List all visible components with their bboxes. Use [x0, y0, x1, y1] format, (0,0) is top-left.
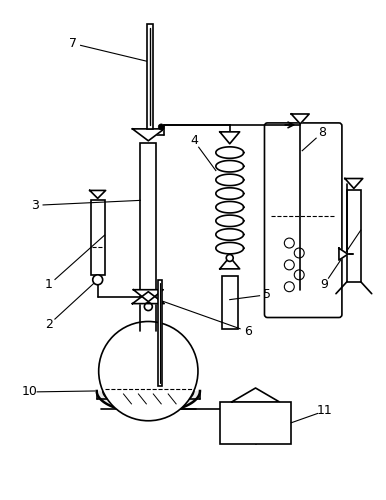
Text: 6: 6 [244, 325, 252, 338]
Text: 8: 8 [318, 126, 326, 140]
Circle shape [93, 275, 103, 284]
Polygon shape [132, 292, 164, 304]
Circle shape [144, 302, 152, 310]
Polygon shape [291, 114, 309, 124]
Text: 5: 5 [264, 288, 271, 301]
Circle shape [284, 238, 294, 248]
Text: 2: 2 [45, 318, 53, 331]
Polygon shape [220, 257, 240, 269]
Circle shape [99, 322, 198, 421]
Bar [220, 402, 291, 444]
Circle shape [294, 270, 304, 280]
FancyBboxPatch shape [264, 123, 342, 318]
Bar [222, 276, 238, 330]
Bar [91, 200, 105, 275]
Polygon shape [134, 290, 163, 302]
Text: 1: 1 [45, 278, 53, 291]
Text: 11: 11 [317, 404, 333, 417]
Text: 3: 3 [31, 199, 39, 212]
Polygon shape [220, 132, 240, 144]
Bar [147, 24, 153, 129]
Text: 7: 7 [69, 37, 77, 50]
Polygon shape [232, 388, 279, 402]
Text: 10: 10 [21, 386, 37, 398]
Text: 9: 9 [320, 278, 328, 291]
Circle shape [226, 254, 233, 262]
Bar [141, 143, 156, 290]
Circle shape [284, 260, 294, 270]
Polygon shape [339, 248, 348, 260]
Circle shape [284, 282, 294, 292]
Polygon shape [345, 178, 363, 188]
Circle shape [294, 248, 304, 258]
Polygon shape [132, 129, 164, 141]
Polygon shape [90, 190, 106, 198]
Circle shape [158, 124, 164, 130]
Bar [347, 190, 361, 282]
Text: 4: 4 [190, 134, 198, 147]
Bar [158, 280, 162, 386]
